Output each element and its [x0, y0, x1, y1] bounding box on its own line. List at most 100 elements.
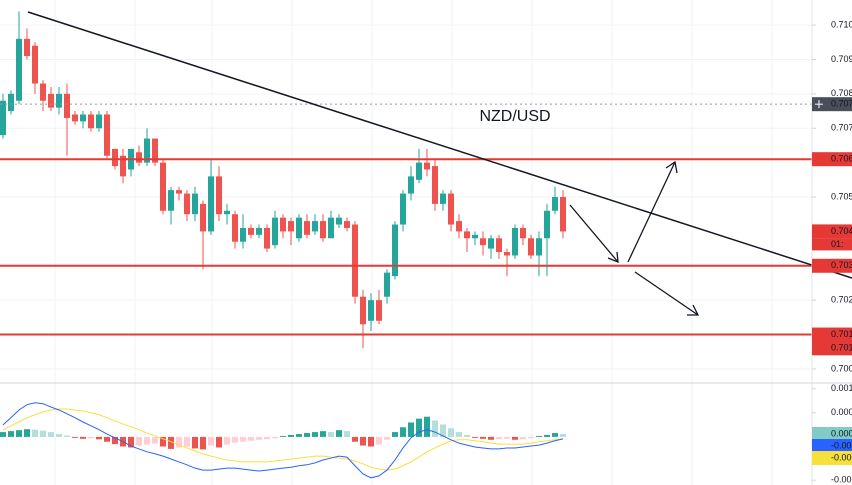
- candle-body: [96, 114, 102, 129]
- candle-body: [112, 148, 118, 167]
- candle-body: [248, 227, 254, 235]
- price-badge: [812, 439, 852, 454]
- y-tick-label: 0.707: [831, 123, 852, 133]
- histogram-bar: [528, 436, 534, 439]
- candle-body: [144, 138, 150, 163]
- histogram-bar: [224, 436, 230, 445]
- chart-title: NZD/USD: [479, 108, 550, 125]
- candle-body: [416, 162, 422, 180]
- candle-body: [216, 176, 222, 215]
- candle-body: [312, 221, 318, 232]
- histogram-bar: [248, 436, 254, 441]
- price-badge-label: -0.00: [831, 440, 852, 450]
- histogram-bar: [352, 436, 358, 442]
- histogram-bar: [168, 436, 174, 449]
- histogram-bar: [552, 433, 558, 437]
- candle-body: [32, 45, 38, 84]
- histogram-bar: [128, 436, 134, 448]
- price-badge: [812, 427, 852, 442]
- countdown-label: 01:: [831, 239, 844, 249]
- price-badge: [812, 97, 852, 112]
- histogram-bar: [360, 436, 366, 446]
- histogram-bar: [80, 436, 86, 439]
- candle-body: [472, 234, 478, 239]
- histogram-bar: [512, 436, 518, 440]
- histogram-bar: [264, 436, 270, 440]
- histogram-bar: [448, 428, 454, 437]
- candle-body: [448, 193, 454, 225]
- histogram-bar: [560, 434, 566, 437]
- histogram-bar: [480, 436, 486, 439]
- candle-body: [376, 300, 382, 321]
- candle-body: [392, 224, 398, 277]
- histogram-bar: [384, 436, 390, 440]
- candle-body: [240, 227, 246, 242]
- macd-pane: [0, 402, 566, 479]
- price-badge: [812, 341, 852, 356]
- histogram-bar: [200, 436, 206, 450]
- arrow: [627, 161, 676, 263]
- candle-body: [440, 193, 446, 204]
- price-badge: [812, 152, 852, 167]
- histogram-bar: [424, 416, 430, 437]
- histogram-bar: [416, 418, 422, 437]
- candle-body: [8, 93, 14, 112]
- histogram-bar: [232, 436, 238, 443]
- histogram-bar: [544, 434, 550, 437]
- y-tick-label: -0.00: [831, 475, 852, 485]
- candle-body: [296, 217, 302, 239]
- candle-body: [176, 190, 182, 194]
- price-badge: [812, 258, 852, 273]
- histogram-bar: [440, 424, 446, 437]
- histogram-bar: [504, 436, 510, 439]
- y-tick-label: 0.705: [831, 191, 852, 201]
- price-axis: 0.7100.7090.7080.7070.7050.7020.7000.707…: [812, 19, 852, 485]
- arrow-head: [607, 251, 619, 264]
- histogram-bar: [64, 435, 70, 437]
- price-badge-label: 0.701: [831, 343, 852, 353]
- histogram-bar: [176, 436, 182, 448]
- histogram-bar: [72, 436, 78, 438]
- histogram-bar: [240, 436, 246, 442]
- histogram-bar: [40, 430, 46, 437]
- candle-body: [72, 114, 78, 122]
- candle-body: [408, 176, 414, 194]
- histogram-bar: [104, 436, 110, 442]
- histogram-bar: [304, 433, 310, 437]
- candle-body: [64, 93, 70, 118]
- candle-body: [344, 221, 350, 228]
- y-tick-label: 0.709: [831, 54, 852, 64]
- candle-body: [280, 217, 286, 232]
- candle-body: [80, 114, 86, 122]
- histogram-bar: [376, 436, 382, 445]
- histogram-bar: [160, 436, 166, 447]
- histogram-bar: [136, 436, 142, 446]
- candle-body: [360, 296, 366, 325]
- price-badge-label: 0.701: [831, 329, 852, 339]
- arrow: [569, 204, 619, 263]
- candle-body: [256, 227, 262, 235]
- candle-body: [432, 166, 438, 204]
- histogram-bar: [408, 422, 414, 437]
- candle-body: [352, 224, 358, 297]
- trend-line: [27, 11, 852, 279]
- candle-body: [488, 238, 494, 249]
- histogram-bar: [400, 427, 406, 437]
- histogram-bar: [472, 436, 478, 438]
- price-badge: [812, 327, 852, 342]
- histogram-bar: [48, 432, 54, 437]
- histogram-bar: [296, 434, 302, 437]
- price-badge: [812, 224, 852, 239]
- candle-body: [528, 238, 534, 256]
- candle-body: [464, 231, 470, 239]
- candle-body: [24, 38, 30, 57]
- histogram-bar: [272, 436, 278, 439]
- histogram-bar: [464, 434, 470, 437]
- histogram-bar: [368, 436, 374, 447]
- drawings: [27, 11, 852, 316]
- histogram-bar: [216, 436, 222, 448]
- histogram-bar: [392, 432, 398, 437]
- y-tick-label: 0.700: [831, 363, 852, 373]
- candle-body: [320, 221, 326, 239]
